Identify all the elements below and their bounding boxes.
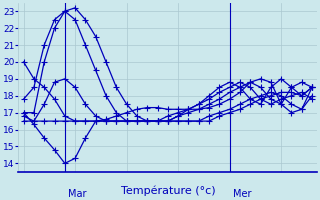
Text: Mer: Mer <box>233 189 251 199</box>
X-axis label: Température (°c): Température (°c) <box>121 186 215 196</box>
Text: Mar: Mar <box>68 189 86 199</box>
